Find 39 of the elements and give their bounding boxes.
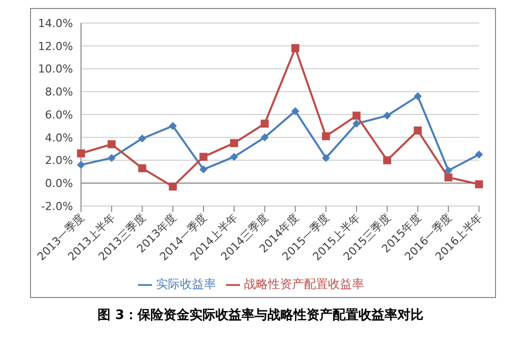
point (352, 120, 361, 128)
y-tick-label: 0.0% (45, 177, 73, 190)
point (199, 165, 208, 174)
point (475, 150, 483, 159)
point (383, 112, 392, 120)
y-tick-label: 6.0% (45, 108, 73, 122)
point (108, 140, 116, 148)
y-tick-label: 10.0% (38, 62, 73, 76)
point (322, 132, 330, 140)
point (383, 156, 392, 164)
point (138, 164, 146, 172)
point (230, 152, 238, 161)
legend-label: 战略性资产配置收益率 (244, 277, 364, 291)
point (322, 154, 330, 162)
text: 图 3：保险资金实际收益率与战略性资产配置收益率对比 (96, 306, 424, 324)
point (291, 107, 300, 116)
point (414, 126, 422, 135)
point (475, 180, 483, 188)
point (260, 133, 269, 142)
point (168, 122, 177, 130)
y-tick-label: -2.0% (41, 200, 73, 213)
y-tick-label: 14.0% (38, 16, 73, 30)
point (414, 92, 422, 100)
point (444, 173, 452, 182)
point (291, 44, 300, 52)
legend-label: 实际收益率 (156, 277, 216, 291)
point (77, 160, 85, 169)
y-tick-label: 12.0% (38, 40, 73, 53)
point (260, 120, 269, 128)
y-tick-label: 2.0% (45, 154, 73, 168)
point (108, 154, 116, 162)
point (352, 112, 361, 120)
y-tick-label: 8.0% (45, 86, 73, 99)
point (138, 134, 146, 143)
point (230, 139, 238, 148)
y-tick-label: 4.0% (45, 131, 73, 144)
point (77, 149, 85, 158)
point (168, 182, 177, 191)
point (199, 152, 208, 161)
